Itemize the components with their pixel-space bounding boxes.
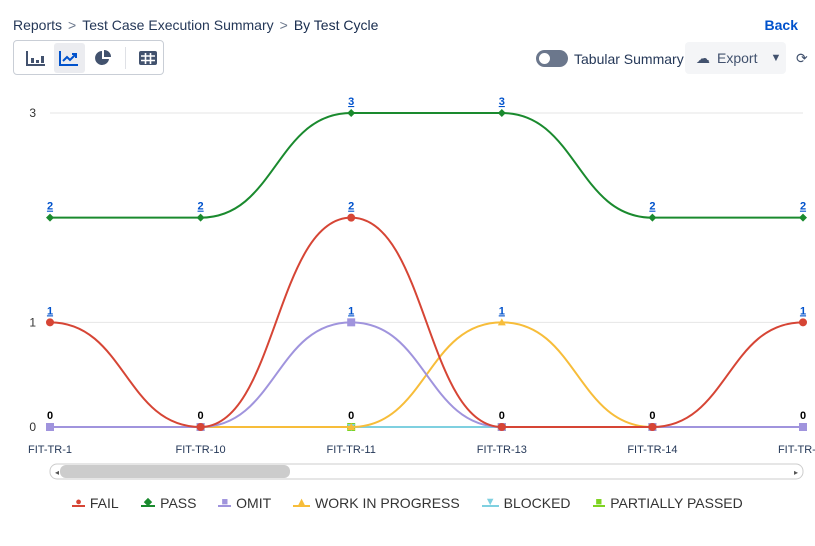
breadcrumb: Reports > Test Case Execution Summary > By… xyxy=(13,17,378,33)
data-label: 0 xyxy=(649,410,655,422)
tabular-summary-label: Tabular Summary xyxy=(574,51,684,67)
data-label: 0 xyxy=(348,410,354,422)
chart-type-toolbar xyxy=(13,40,164,75)
legend-label: WORK IN PROGRESS xyxy=(315,495,460,511)
legend-marker-icon: ■ xyxy=(592,497,606,508)
tabular-summary-toggle[interactable] xyxy=(536,50,568,67)
data-point-omit xyxy=(347,318,356,327)
bar-chart-button[interactable] xyxy=(21,43,51,73)
y-tick-label: 0 xyxy=(29,420,36,434)
legend-item-pass[interactable]: ◆ PASS xyxy=(140,495,197,511)
data-label: 0 xyxy=(198,410,204,422)
pie-chart-icon xyxy=(94,49,111,65)
data-point-pass xyxy=(799,213,807,222)
data-label[interactable]: 2 xyxy=(348,201,354,213)
export-button[interactable]: ☁ Export ▼ xyxy=(685,42,786,74)
data-point-pass xyxy=(46,213,54,222)
legend-label: OMIT xyxy=(236,495,272,511)
export-label: Export xyxy=(717,50,758,66)
refresh-icon[interactable]: ⟳ xyxy=(796,50,808,66)
data-label: 0 xyxy=(47,410,53,422)
x-tick-label: FIT-TR-1 xyxy=(28,444,72,456)
x-tick-label: FIT-TR-11 xyxy=(327,444,376,456)
legend-marker-icon: ● xyxy=(72,497,85,508)
data-point-fail xyxy=(799,318,807,327)
data-label[interactable]: 1 xyxy=(800,305,806,317)
breadcrumb-summary[interactable]: Test Case Execution Summary xyxy=(82,17,274,33)
legend-label: FAIL xyxy=(89,495,119,511)
data-label[interactable]: 1 xyxy=(348,305,354,317)
series-line-fail xyxy=(49,216,804,429)
table-icon xyxy=(138,50,157,65)
divider xyxy=(124,46,126,69)
legend-marker-icon: ▲ xyxy=(293,497,311,508)
legend-item-fail[interactable]: ● FAIL xyxy=(72,495,119,511)
data-point-pass xyxy=(648,213,657,222)
data-label[interactable]: 1 xyxy=(47,305,53,317)
data-point-work-in-progress xyxy=(497,318,506,326)
data-point-fail xyxy=(347,213,356,222)
legend-marker-icon: ▼ xyxy=(481,497,499,508)
data-label[interactable]: 2 xyxy=(800,201,806,213)
legend-item-blocked[interactable]: ▼ BLOCKED xyxy=(481,495,571,511)
x-tick-label: FIT-TR-13 xyxy=(477,444,527,456)
data-label: 0 xyxy=(499,410,505,422)
series-line-omit xyxy=(50,321,803,429)
pie-chart-button[interactable] xyxy=(88,43,118,73)
data-label: 0 xyxy=(800,410,806,422)
data-point-work-in-progress xyxy=(347,423,356,430)
chart-legend: ● FAIL ◆ PASS ■ OMIT ▲ WORK IN PROGRESS ▼ BLOCKED… xyxy=(0,495,815,511)
legend-item-work-in-progress[interactable]: ▲ WORK IN PROGRESS xyxy=(293,495,460,511)
data-point-omit xyxy=(46,423,54,431)
bar-chart-icon xyxy=(26,50,46,66)
data-point-fail xyxy=(648,423,657,431)
legend-label: PARTIALLY PASSED xyxy=(610,495,743,511)
data-label[interactable]: 2 xyxy=(47,201,53,213)
legend-marker-icon: ◆ xyxy=(140,497,156,508)
data-point-pass xyxy=(196,213,205,222)
chevron-right-icon: > xyxy=(68,17,77,33)
x-tick-label: FIT-TR-14 xyxy=(627,444,677,456)
data-label[interactable]: 1 xyxy=(499,305,505,317)
legend-item-partially-passed[interactable]: ■ PARTIALLY PASSED xyxy=(592,495,743,511)
legend-label: PASS xyxy=(160,495,197,511)
data-point-pass xyxy=(347,109,356,117)
data-label[interactable]: 3 xyxy=(499,96,505,108)
line-chart-button[interactable] xyxy=(54,42,85,73)
data-point-omit xyxy=(799,423,807,431)
chevron-down-icon: ▼ xyxy=(770,52,782,64)
series-line-pass xyxy=(50,111,803,219)
data-label[interactable]: 2 xyxy=(198,201,204,213)
line-chart: 0 1 3 FIT-TR-1 FIT-TR-10 FIT-TR-11 FIT-TR-13 FI… xyxy=(28,96,815,480)
cloud-download-icon: ☁ xyxy=(696,49,710,66)
breadcrumb-current: By Test Cycle xyxy=(293,17,379,33)
legend-item-omit[interactable]: ■ OMIT xyxy=(218,495,271,511)
chevron-right-icon: > xyxy=(279,17,288,33)
data-label[interactable]: 2 xyxy=(649,201,655,213)
data-point-fail xyxy=(196,423,205,431)
data-point-fail xyxy=(497,423,506,431)
table-button[interactable] xyxy=(133,43,163,73)
scrollbar-thumb[interactable] xyxy=(60,465,290,478)
line-chart-icon xyxy=(59,50,79,66)
back-link[interactable]: Back xyxy=(764,17,798,33)
x-tick-label: FIT-TR-15 xyxy=(778,444,815,456)
breadcrumb-reports[interactable]: Reports xyxy=(13,17,63,33)
scroll-right-arrow[interactable]: ▸ xyxy=(794,468,798,477)
data-label[interactable]: 3 xyxy=(348,96,354,108)
legend-marker-icon: ■ xyxy=(218,497,232,508)
data-point-fail xyxy=(46,318,54,327)
scroll-left-arrow[interactable]: ◂ xyxy=(55,468,59,477)
legend-label: BLOCKED xyxy=(503,495,571,511)
y-tick-label: 1 xyxy=(29,315,36,329)
x-tick-label: FIT-TR-10 xyxy=(176,444,226,456)
y-tick-label: 3 xyxy=(29,106,36,120)
data-point-pass xyxy=(497,109,506,117)
